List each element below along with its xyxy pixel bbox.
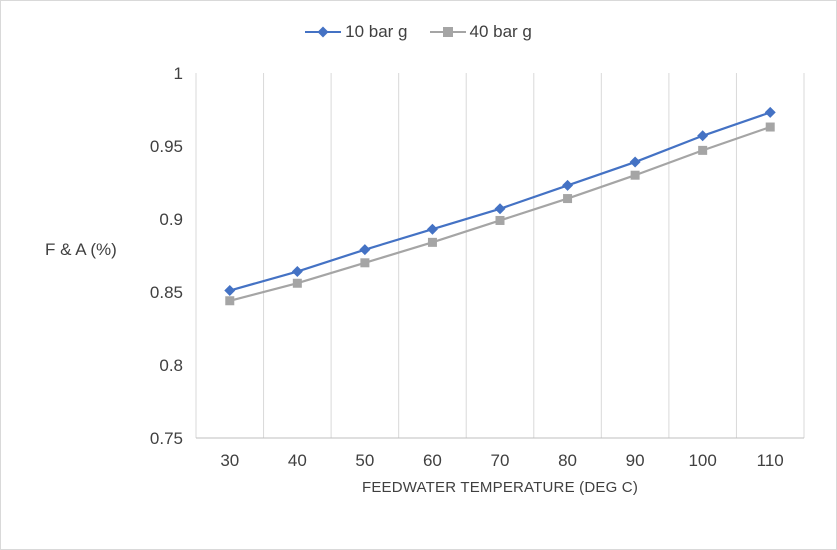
legend-label: 10 bar g (345, 22, 408, 41)
diamond-marker-icon (629, 156, 641, 168)
x-tick-label: 110 (757, 451, 784, 470)
diamond-marker-icon (494, 203, 506, 215)
square-marker-icon (698, 145, 708, 155)
square-marker-icon (765, 122, 775, 132)
square-marker-icon (630, 170, 640, 180)
diamond-marker-icon (697, 130, 709, 142)
x-tick-label: 30 (220, 451, 239, 470)
diamond-marker-icon (224, 285, 236, 297)
diamond-marker-icon (426, 223, 438, 235)
x-tick-label: 40 (288, 451, 307, 470)
y-axis-title: F & A (%) (45, 240, 117, 259)
diamond-marker-icon (291, 266, 303, 278)
legend-label: 40 bar g (469, 22, 532, 41)
legend-diamond-marker-icon (305, 26, 342, 37)
y-tick-label: 0.95 (150, 137, 183, 156)
x-tick-label: 50 (355, 451, 374, 470)
y-tick-label: 0.75 (150, 429, 183, 448)
square-marker-icon (495, 215, 505, 225)
diamond-marker-icon (562, 179, 574, 191)
y-tick-label: 0.8 (159, 356, 183, 375)
series-line (229, 111, 771, 292)
x-tick-label: 60 (423, 451, 442, 470)
legend-item-40-bar-g: 40 bar g (429, 22, 532, 41)
x-axis-title: FEEDWATER TEMPERATURE (DEG C) (361, 479, 639, 496)
x-tick-label: 70 (491, 451, 510, 470)
legend-item-10-bar-g: 10 bar g (305, 22, 408, 41)
square-marker-icon (427, 237, 437, 247)
square-marker-icon (563, 194, 573, 204)
x-tick-label: 80 (558, 451, 577, 470)
y-tick-label: 0.9 (159, 210, 183, 229)
square-marker-icon (360, 258, 370, 268)
square-marker-icon (292, 278, 302, 288)
x-tick-label: 100 (688, 451, 716, 470)
legend-square-marker-icon (429, 26, 466, 37)
y-tick-label: 0.85 (150, 283, 183, 302)
legend: 10 bar g 40 bar g (1, 23, 836, 40)
diamond-marker-icon (359, 244, 371, 256)
x-tick-label: 90 (626, 451, 645, 470)
y-tick-label: 1 (174, 64, 183, 83)
square-marker-icon (225, 296, 235, 306)
diamond-marker-icon (764, 106, 776, 118)
